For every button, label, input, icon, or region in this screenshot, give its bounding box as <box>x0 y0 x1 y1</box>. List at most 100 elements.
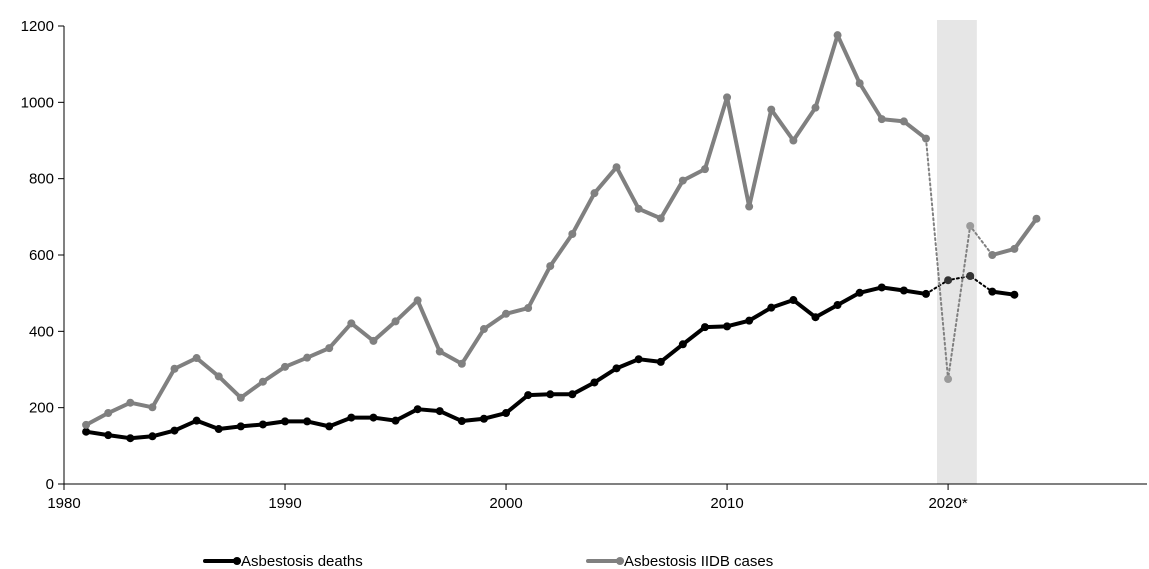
data-point-deaths <box>479 414 488 423</box>
data-point-deaths <box>966 271 975 280</box>
data-point-deaths <box>789 296 798 305</box>
data-point-iidb <box>767 105 776 114</box>
data-point-deaths <box>546 390 555 399</box>
data-point-iidb <box>1010 244 1019 253</box>
data-point-deaths <box>435 407 444 416</box>
data-point-deaths <box>258 420 267 429</box>
data-point-iidb <box>192 354 201 363</box>
data-point-iidb <box>634 204 643 213</box>
data-point-iidb <box>745 202 754 211</box>
data-point-iidb <box>723 93 732 102</box>
data-point-deaths <box>126 434 135 443</box>
data-point-deaths <box>457 417 466 426</box>
data-point-iidb <box>524 304 533 313</box>
data-point-iidb <box>170 364 179 373</box>
data-point-iidb <box>126 398 135 407</box>
data-point-iidb <box>966 221 975 230</box>
legend-label-deaths: Asbestosis deaths <box>241 553 363 569</box>
data-point-deaths <box>988 287 997 296</box>
data-point-deaths <box>170 426 179 435</box>
data-point-iidb <box>457 359 466 368</box>
legend-marker-iidb <box>616 557 624 565</box>
data-point-iidb <box>568 230 577 239</box>
data-point-iidb <box>1032 214 1041 223</box>
x-tick-label: 2010 <box>710 495 743 512</box>
data-point-deaths <box>634 355 643 364</box>
data-point-iidb <box>236 393 245 402</box>
data-point-iidb <box>833 31 842 40</box>
series-dotted-line-deaths <box>924 274 994 295</box>
data-point-deaths <box>855 288 864 297</box>
data-point-deaths <box>767 303 776 312</box>
data-point-deaths <box>612 364 621 373</box>
series-dotted-line-iidb <box>924 137 994 380</box>
data-point-iidb <box>612 163 621 172</box>
data-point-iidb <box>656 214 665 223</box>
data-point-deaths <box>281 417 290 426</box>
x-tick-label: 1980 <box>47 495 80 512</box>
data-point-deaths <box>303 417 312 426</box>
data-point-iidb <box>435 347 444 356</box>
data-point-deaths <box>811 313 820 322</box>
y-tick-label: 1200 <box>21 18 54 35</box>
x-tick-label: 1990 <box>268 495 301 512</box>
data-point-deaths <box>214 425 223 434</box>
data-point-iidb <box>148 403 157 412</box>
data-point-deaths <box>82 427 91 436</box>
legend-label-iidb: Asbestosis IIDB cases <box>624 553 773 569</box>
data-point-iidb <box>369 336 378 345</box>
data-point-iidb <box>479 325 488 334</box>
data-point-iidb <box>877 115 886 124</box>
data-point-deaths <box>723 322 732 331</box>
data-point-deaths <box>369 413 378 422</box>
y-tick-label: 600 <box>29 247 54 264</box>
data-point-deaths <box>745 316 754 325</box>
x-tick-label: 2020* <box>928 495 967 512</box>
data-point-deaths <box>590 378 599 387</box>
data-point-deaths <box>325 422 334 431</box>
data-point-iidb <box>413 296 422 305</box>
data-point-iidb <box>214 372 223 381</box>
data-point-deaths <box>833 300 842 309</box>
data-point-deaths <box>1010 290 1019 299</box>
data-point-deaths <box>678 340 687 349</box>
data-point-iidb <box>921 134 930 143</box>
data-point-deaths <box>104 431 113 440</box>
data-point-iidb <box>258 377 267 386</box>
data-point-deaths <box>192 416 201 425</box>
x-tick-label: 2000 <box>489 495 522 512</box>
data-point-iidb <box>678 176 687 185</box>
shaded-region <box>937 20 977 484</box>
data-point-deaths <box>524 391 533 400</box>
data-point-deaths <box>656 357 665 366</box>
data-point-deaths <box>413 405 422 414</box>
y-tick-label: 0 <box>46 476 54 493</box>
data-point-iidb <box>391 317 400 326</box>
data-point-iidb <box>988 251 997 259</box>
y-tick-label: 800 <box>29 171 54 188</box>
data-point-deaths <box>502 409 511 418</box>
data-point-iidb <box>325 344 334 353</box>
data-point-iidb <box>944 375 953 384</box>
y-tick-label: 1000 <box>21 94 54 111</box>
data-point-iidb <box>546 262 555 271</box>
data-point-deaths <box>944 276 953 285</box>
legend-marker-deaths <box>233 557 241 565</box>
y-tick-label: 400 <box>29 323 54 340</box>
data-point-deaths <box>899 286 908 295</box>
data-point-deaths <box>391 416 400 425</box>
data-point-iidb <box>281 362 290 371</box>
data-point-iidb <box>82 420 91 429</box>
data-point-deaths <box>568 390 577 399</box>
data-point-iidb <box>789 136 798 145</box>
data-point-iidb <box>590 189 599 198</box>
data-point-iidb <box>855 79 864 88</box>
data-point-iidb <box>104 409 113 418</box>
data-point-deaths <box>921 289 930 298</box>
data-point-iidb <box>347 319 356 328</box>
series-line-iidb <box>84 33 928 427</box>
data-point-deaths <box>148 432 157 441</box>
data-point-deaths <box>700 323 709 332</box>
